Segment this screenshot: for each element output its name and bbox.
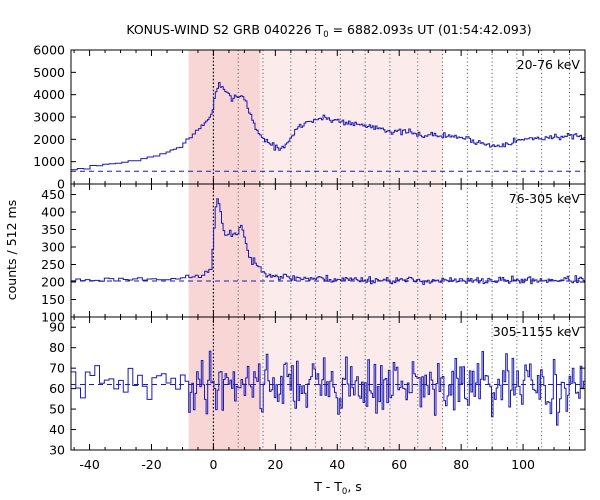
x-tick-label: 100 [511,457,535,472]
energy-band-label: 76-305 keV [509,191,581,206]
y-tick-label: 200 [41,275,65,290]
y-tick-label: 100 [41,310,65,325]
panel-3: 30 40 50 60 70 80 90 305-1155 keV [49,316,586,458]
shaded-interval-inner [188,50,260,184]
y-tick-label: 300 [41,240,65,255]
x-axis-label: T - T0, s [313,479,362,497]
y-tick-label: 30 [49,443,65,458]
shaded-interval-inner [188,317,260,450]
x-tick-label: -20 [141,457,161,472]
x-tick-label: -40 [79,457,99,472]
energy-band-label: 20-76 keV [517,57,581,72]
y-tick-label: 50 [49,402,65,417]
y-tick-label: 60 [49,381,65,396]
panel-frame [70,316,586,451]
y-tick-label: 350 [41,222,65,237]
y-tick-label: 3000 [33,110,65,125]
y-tick-label: 80 [49,340,65,355]
x-tick-label: 0 [209,457,217,472]
y-tick-label: 6000 [33,43,65,58]
light-curve-series [71,82,585,171]
chart-title: KONUS-WIND S2 GRB 040226 T0 = 6882.093s … [126,22,531,40]
energy-band-label: 305-1155 keV [493,324,581,339]
light-curve-series [71,198,585,285]
shaded-interval-inner [188,184,260,317]
y-tick-label: 5000 [33,65,65,80]
y-tick-label: 250 [41,257,65,272]
x-tick-label: 80 [453,457,469,472]
y-tick-label: 70 [49,361,65,376]
y-tick-label: 4000 [33,87,65,102]
y-tick-label: 450 [41,187,65,202]
panel-2: 100 150 200 250 300 350 400 450 76-305 keV [41,183,586,325]
y-axis-label: counts / 512 ms [4,200,19,300]
y-tick-label: 40 [49,422,65,437]
light-curve-series [71,350,585,426]
y-tick-label: 0 [57,177,65,192]
y-tick-label: 1000 [33,154,65,169]
y-tick-label: 2000 [33,132,65,147]
y-tick-label: 400 [41,205,65,220]
y-tick-label: 150 [41,292,65,307]
panel-1: 0 1000 2000 3000 4000 5000 6000 20-76 keV [33,43,586,192]
y-tick-label: 90 [49,320,65,335]
x-tick-label: 60 [391,457,407,472]
x-tick-label: 20 [267,457,283,472]
x-tick-label: 40 [329,457,345,472]
